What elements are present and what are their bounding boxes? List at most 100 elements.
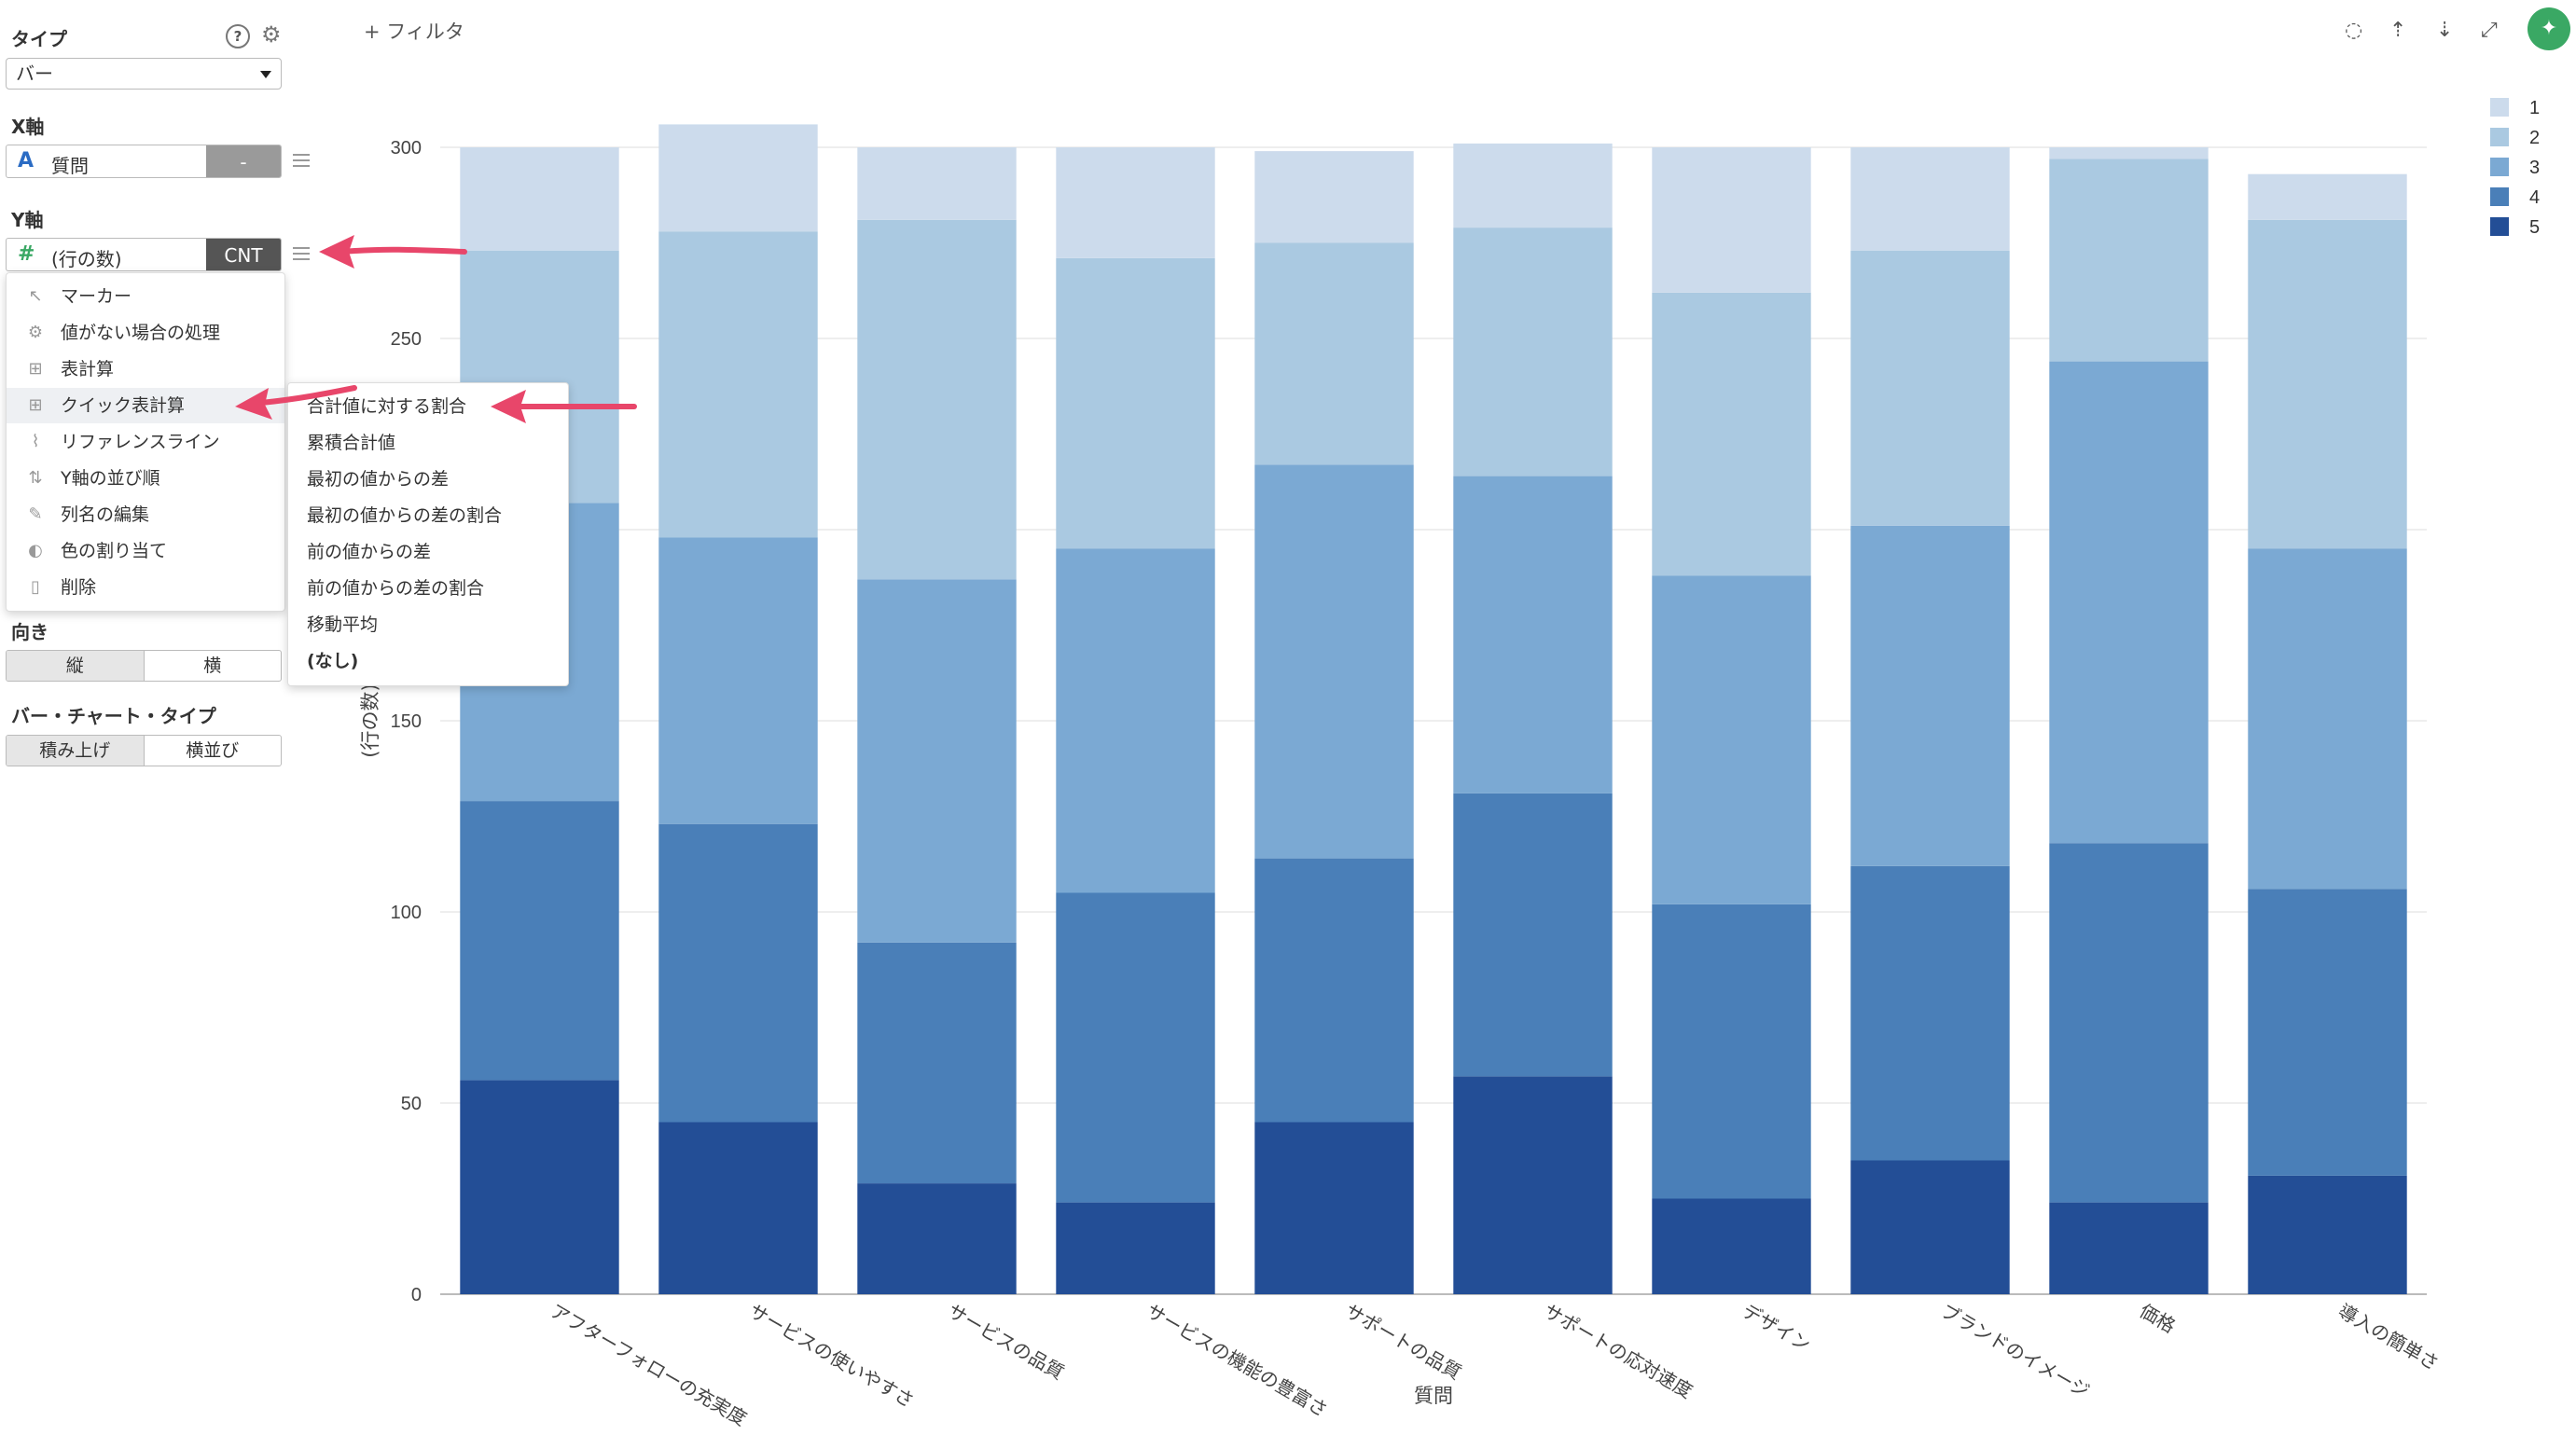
download-icon[interactable]: ⇣: [2436, 19, 2454, 42]
y-tick-label: 300: [391, 138, 422, 159]
bar-type-stacked[interactable]: 積み上げ: [7, 736, 144, 766]
x-axis-field-name: 質問: [51, 155, 89, 177]
bar-segment: [1254, 464, 1414, 859]
y-axis-aggregation[interactable]: CNT: [206, 239, 281, 270]
bar-segment: [2248, 548, 2407, 890]
x-axis-menu-icon[interactable]: [293, 154, 310, 171]
x-tick-label: サービスの品質: [944, 1300, 1068, 1385]
annotation-arrow-percent-total: [491, 390, 637, 423]
bar-segment: [1254, 151, 1414, 243]
menu-item-marker[interactable]: ↖ マーカー: [7, 279, 284, 314]
bar-segment: [1056, 257, 1215, 549]
orientation-vertical[interactable]: 縦: [7, 651, 144, 681]
add-filter-button[interactable]: + フィルタ: [364, 21, 464, 43]
stacked-bar-chart: 050100150200250300アフターフォローの充実度サービスの使いやすさ…: [359, 98, 2540, 1430]
bar-segment: [2049, 1202, 2209, 1294]
gear-icon[interactable]: ⚙: [261, 21, 282, 48]
bar-segment: [2248, 173, 2407, 220]
bar-segment: [1652, 1198, 1811, 1294]
menu-item-reference-line[interactable]: ⌇ リファレンスライン: [7, 424, 284, 460]
bar-segment: [1254, 242, 1414, 465]
x-tick-label: サービスの機能の豊富さ: [1143, 1300, 1332, 1422]
x-tick-label: アフターフォローの充実度: [547, 1300, 751, 1430]
bar-segment: [2049, 159, 2209, 362]
quick-table-calc-submenu: 合計値に対する割合 累積合計値 最初の値からの差 最初の値からの差の割合 前の値…: [287, 382, 569, 686]
trash-icon: ▯: [31, 577, 40, 597]
bar-segment: [857, 579, 1017, 943]
bar-type-label: バー・チャート・タイプ: [11, 705, 216, 727]
y-axis-field[interactable]: # (行の数) CNT: [6, 238, 282, 271]
bar-segment: [658, 1122, 818, 1294]
type-label: タイプ: [11, 28, 67, 50]
bar-segment: [1652, 575, 1811, 904]
bar-segment: [1453, 143, 1613, 228]
legend-label: 3: [2529, 158, 2540, 178]
y-axis-label: Y軸: [11, 209, 44, 231]
submenu-item-diff-from-first[interactable]: 最初の値からの差: [307, 469, 450, 490]
legend-label: 4: [2529, 187, 2540, 208]
bar-segment: [1850, 1160, 2010, 1294]
menu-item-rename-column[interactable]: ✎ 列名の編集: [7, 497, 284, 532]
menu-item-missing-values[interactable]: ⚙ 値がない場合の処理: [7, 315, 284, 351]
annotation-arrow-y-menu: [319, 235, 467, 269]
submenu-item-percent-of-total[interactable]: 合計値に対する割合: [307, 396, 467, 417]
bar-segment: [2049, 843, 2209, 1203]
bar-segment: [1056, 892, 1215, 1203]
expand-icon[interactable]: ⤢: [2481, 19, 2498, 42]
bar-segment: [1850, 250, 2010, 526]
bar-type-grouped[interactable]: 横並び: [143, 736, 282, 766]
bar-segment: [2248, 219, 2407, 549]
y-axis-menu-icon[interactable]: [293, 247, 310, 264]
submenu-item-pct-diff-from-previous[interactable]: 前の値からの差の割合: [307, 578, 485, 599]
bar-segment: [1453, 793, 1613, 1077]
bar-segment: [857, 147, 1017, 220]
bar-segment: [460, 801, 619, 1081]
menu-item-table-calc[interactable]: ⊞ 表計算: [7, 352, 284, 387]
bar-segment: [1652, 904, 1811, 1199]
bar-segment: [2049, 147, 2209, 159]
bar-segment: [1652, 147, 1811, 293]
comment-icon[interactable]: ◌: [2345, 19, 2363, 42]
x-tick-label: サービスの使いやすさ: [745, 1300, 918, 1413]
bar-segment: [857, 942, 1017, 1184]
submenu-item-diff-from-previous[interactable]: 前の値からの差: [307, 542, 432, 562]
bar-segment: [857, 1183, 1017, 1294]
x-axis-aggregation[interactable]: -: [206, 145, 281, 177]
legend-swatch: [2490, 98, 2509, 117]
help-icon[interactable]: ?: [226, 24, 250, 48]
bar-segment: [1453, 1076, 1613, 1294]
bar-segment: [1850, 147, 2010, 251]
y-tick-label: 100: [391, 903, 422, 923]
bar-segment: [857, 219, 1017, 580]
bar-segment: [1850, 525, 2010, 866]
text-type-icon: A: [18, 149, 35, 172]
y-tick-label: 50: [401, 1094, 422, 1114]
x-tick-label: サポートの品質: [1341, 1300, 1465, 1385]
x-tick-label: 価格: [2136, 1300, 2180, 1338]
submenu-item-none[interactable]: (なし): [307, 651, 359, 671]
table-icon: ⊞: [28, 395, 43, 415]
y-tick-label: 150: [391, 711, 422, 732]
bar-segment: [1056, 1202, 1215, 1294]
submenu-item-running-total[interactable]: 累積合計値: [307, 433, 396, 453]
submenu-item-pct-diff-from-first[interactable]: 最初の値からの差の割合: [307, 505, 503, 526]
number-type-icon: #: [18, 242, 35, 266]
pin-icon[interactable]: ✦: [2528, 7, 2570, 50]
palette-icon: ◐: [28, 541, 43, 560]
orientation-toggle: 縦 横: [6, 650, 282, 682]
edit-icon: ✎: [28, 504, 43, 524]
y-axis-context-menu: ↖ マーカー ⚙ 値がない場合の処理 ⊞ 表計算 ⊞ クイック表計算 ⌇ リファ…: [6, 272, 285, 612]
upload-icon[interactable]: ⇡: [2389, 19, 2407, 42]
menu-item-delete[interactable]: ▯ 削除: [7, 570, 284, 605]
submenu-item-moving-average[interactable]: 移動平均: [307, 614, 379, 635]
orientation-horizontal[interactable]: 横: [143, 651, 282, 681]
x-axis-field[interactable]: A 質問 -: [6, 145, 282, 178]
bar-segment: [1652, 292, 1811, 576]
bar-segment: [2049, 361, 2209, 844]
annotation-arrow-quick-calc: [235, 385, 357, 420]
menu-item-color-assign[interactable]: ◐ 色の割り当て: [7, 533, 284, 569]
legend-swatch: [2490, 217, 2509, 236]
chart-type-select[interactable]: バー: [6, 58, 282, 90]
menu-item-y-sort[interactable]: ⇅ Y軸の並び順: [7, 461, 284, 496]
bar-segment: [1056, 548, 1215, 893]
